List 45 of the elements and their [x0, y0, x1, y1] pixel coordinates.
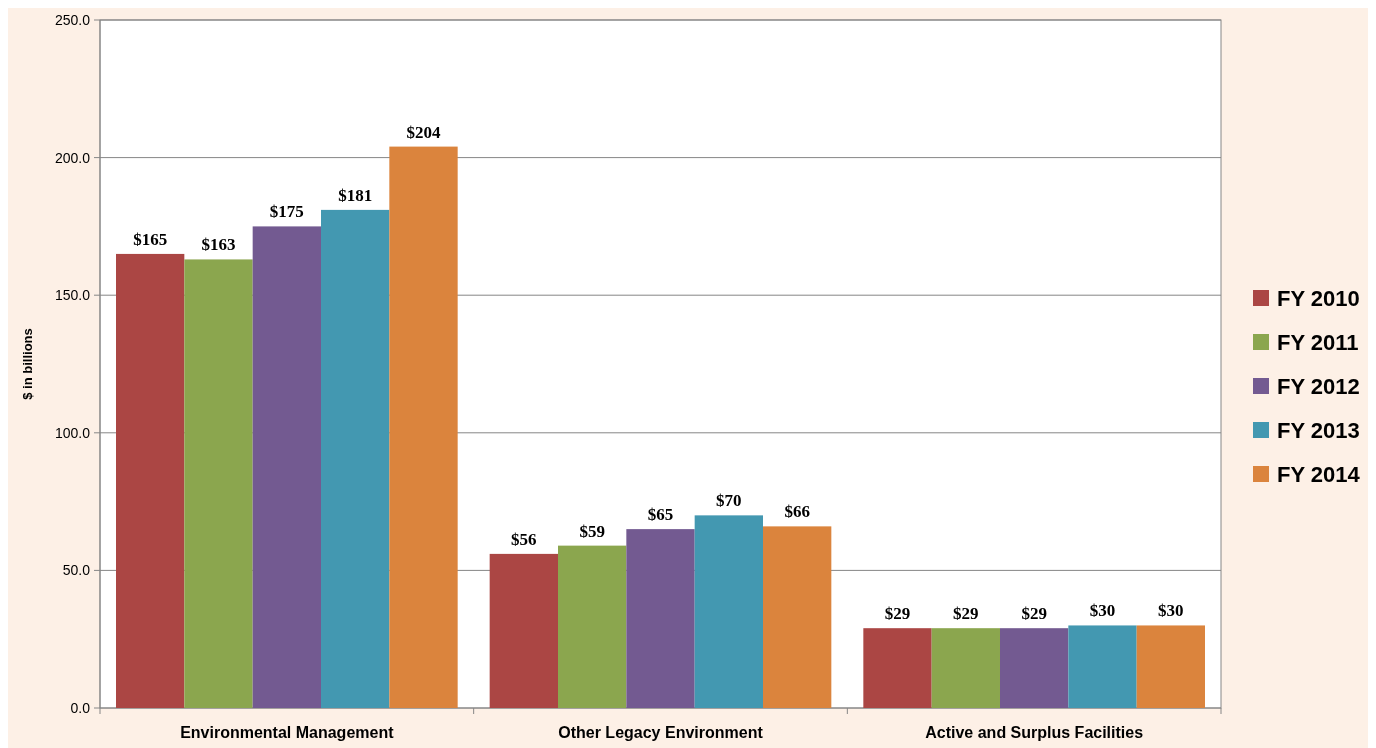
- bar: [863, 628, 932, 708]
- data-label: $59: [579, 521, 605, 541]
- bar: [1000, 628, 1069, 708]
- bar: [1068, 625, 1137, 708]
- data-label: $70: [716, 491, 742, 511]
- x-tick-label: Environmental Management: [180, 724, 395, 741]
- bar: [626, 529, 695, 708]
- y-tick-label: 100.0: [54, 424, 91, 441]
- data-label: $30: [1158, 601, 1184, 621]
- y-tick-label: 50.0: [62, 562, 91, 579]
- legend-label: FY 2014: [1277, 461, 1361, 487]
- bar: [321, 209, 390, 708]
- x-tick-label: Other Legacy Environment: [558, 724, 764, 741]
- y-tick-label: 200.0: [54, 149, 91, 166]
- data-label: $29: [1021, 604, 1047, 624]
- y-tick-label: 250.0: [54, 11, 91, 28]
- bar: [694, 515, 763, 708]
- y-tick-label: 150.0: [54, 287, 91, 304]
- data-label: $163: [201, 235, 236, 255]
- legend-label: FY 2012: [1277, 373, 1360, 399]
- data-label: $66: [784, 502, 810, 522]
- data-label: $175: [269, 202, 304, 222]
- data-label: $56: [511, 529, 537, 549]
- legend-label: FY 2010: [1277, 285, 1360, 311]
- bar: [252, 226, 321, 708]
- data-label: $165: [133, 229, 168, 249]
- bar: [931, 628, 1000, 708]
- bar: [489, 553, 558, 708]
- bar: [184, 259, 253, 708]
- bar: [116, 253, 185, 708]
- data-label: $29: [884, 604, 911, 624]
- x-tick-label: Active and Surplus Facilities: [925, 724, 1144, 741]
- legend-label: FY 2011: [1277, 329, 1359, 355]
- data-label: $181: [338, 185, 373, 205]
- y-tick-label: 0.0: [70, 699, 91, 716]
- bar: [389, 146, 458, 708]
- data-label: $29: [953, 604, 979, 624]
- bar: [558, 545, 627, 708]
- data-label: $65: [647, 505, 674, 525]
- data-label: $204: [406, 122, 441, 142]
- data-label: $30: [1089, 601, 1116, 621]
- legend-label: FY 2013: [1277, 417, 1360, 443]
- y-axis-title: $ in billions: [20, 328, 35, 400]
- bar: [1136, 625, 1205, 708]
- bar: [763, 526, 832, 708]
